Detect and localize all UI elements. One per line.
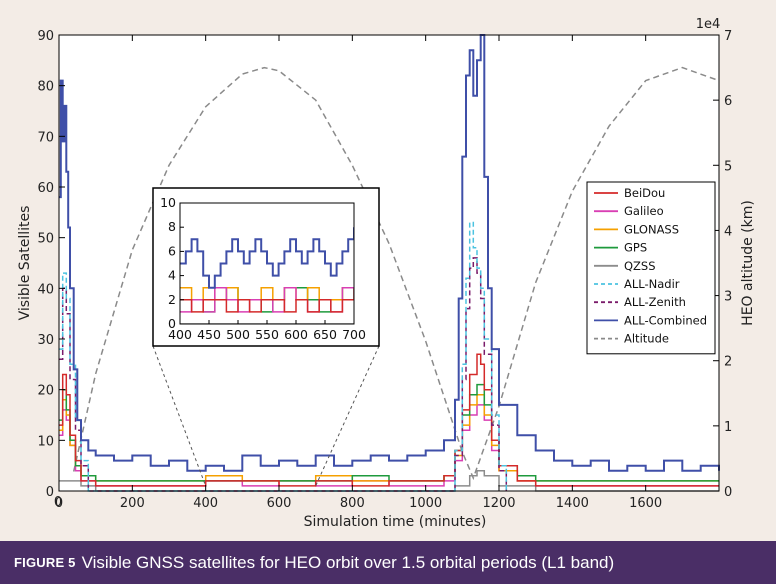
series-line-altitude — [72, 66, 720, 481]
series-line-all-combined — [59, 34, 720, 472]
inset-y-tick-label: 4 — [168, 268, 176, 283]
inset-series — [180, 227, 354, 324]
extra-x-tick-label: 0 — [54, 495, 62, 510]
legend-label-glonass: GLONASS — [624, 222, 679, 236]
y2-tick-label: 2 — [724, 355, 732, 370]
figure-caption: FIGURE 5 Visible GNSS satellites for HEO… — [0, 541, 776, 584]
series-line-all-nadir — [59, 221, 508, 492]
y-tick-label: 20 — [37, 384, 54, 399]
inset-x-tick-label: 500 — [226, 327, 250, 342]
plot-frame — [58, 34, 720, 492]
y2-axis-label: HEO altitude (km) — [740, 200, 756, 326]
legend-label-all-nadir: ALL-Nadir — [624, 277, 680, 291]
gnss-visibility-chart: 0 200 400 600 800 1000 1200 1400 160001020304050… — [17, 17, 756, 530]
x-tick-label: 1400 — [556, 496, 589, 511]
x-tick-label: 600 — [267, 496, 292, 511]
inset-y-tick-label: 6 — [168, 243, 176, 258]
legend-label-all-zenith: ALL-Zenith — [624, 295, 686, 309]
inset-x-tick-label: 400 — [168, 327, 192, 342]
y2-tick-label: 4 — [724, 224, 732, 239]
zoom-connector-left — [152, 345, 207, 487]
inset-y-tick-label: 10 — [160, 195, 176, 210]
inset-zoom-panel: 400 450 500 550 600 650 700 0 2 4 6 8 10 — [152, 187, 380, 347]
inset-x-tick-label: 600 — [284, 327, 308, 342]
x-tick-label: 400 — [193, 496, 218, 511]
legend: BeiDou Galileo GLONASS GPS QZSS ALL-Nadir ALL-… — [586, 181, 716, 355]
inset-x-tick-label: 700 — [342, 327, 366, 342]
y-tick-label: 10 — [37, 434, 54, 449]
y-tick-label: 0 — [46, 485, 54, 500]
y2-tick-label: 3 — [724, 290, 732, 305]
inset-y-tick-label: 0 — [168, 316, 176, 331]
legend-label-altitude: Altitude — [624, 332, 669, 346]
x-axis-label: Simulation time (minutes) — [304, 514, 487, 530]
x-tick-label: 800 — [340, 496, 365, 511]
x-tick-label: 200 — [120, 496, 145, 511]
inset-series-line-all-combined — [180, 227, 354, 289]
y2-scale-label: 1e4 — [696, 17, 721, 32]
y2-tick-label: 0 — [724, 485, 732, 500]
y2-tick-label: 7 — [724, 29, 732, 44]
inset-series-line-beidou — [180, 299, 354, 313]
y-tick-label: 80 — [37, 80, 54, 95]
zoom-connector-right — [315, 345, 380, 487]
legend-label-gps: GPS — [624, 241, 647, 255]
series-line-all-zenith — [59, 257, 508, 492]
caption-text: Visible GNSS satellites for HEO orbit ov… — [81, 552, 615, 572]
x-tick-label: 1000 — [409, 496, 442, 511]
y-axis-label: Visible Satellites — [17, 206, 33, 321]
y2-tick-label: 6 — [724, 94, 732, 109]
x-tick-label: 1600 — [629, 496, 662, 511]
x-tick-label: 1200 — [482, 496, 515, 511]
inset-x-tick-label: 550 — [255, 327, 279, 342]
inset-y-tick-label: 8 — [168, 219, 176, 234]
legend-label-qzss: QZSS — [624, 259, 656, 273]
legend-label-all-combined: ALL-Combined — [624, 313, 707, 327]
y-tick-label: 30 — [37, 333, 54, 348]
y2-tick-label: 5 — [724, 159, 732, 174]
y-tick-label: 90 — [37, 29, 54, 44]
inset-frame — [152, 187, 380, 347]
y-tick-label: 60 — [37, 181, 54, 196]
legend-label-beidou: BeiDou — [624, 186, 665, 200]
y2-tick-label: 1 — [724, 420, 732, 435]
inset-x-tick-label: 450 — [197, 327, 221, 342]
caption-label: FIGURE 5 — [14, 555, 76, 570]
legend-label-galileo: Galileo — [624, 204, 664, 218]
inset-x-tick-label: 650 — [313, 327, 337, 342]
inset-y-tick-label: 2 — [168, 292, 176, 307]
y-tick-label: 40 — [37, 282, 54, 297]
y-tick-label: 70 — [37, 130, 54, 145]
x-tick-label: 0 — [55, 496, 63, 511]
y-tick-label: 50 — [37, 232, 54, 247]
